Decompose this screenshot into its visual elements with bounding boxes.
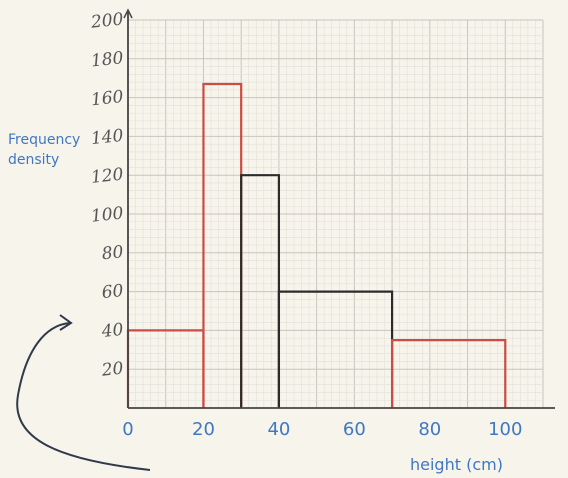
y-axis-title: Frequency density [8, 132, 81, 168]
x-tick-label: 0 [122, 419, 133, 440]
arrowhead-icon [59, 314, 73, 331]
y-tick-label: 40 [100, 320, 125, 342]
y-tick-label: 120 [90, 165, 125, 188]
x-tick-labels: 0 20 40 60 80 100 [122, 419, 522, 440]
y-tick-label: 140 [90, 126, 125, 149]
histogram-bar-5 [390, 339, 507, 408]
axes [123, 8, 555, 409]
y-tick-label: 180 [90, 48, 125, 71]
y-tick-label: 60 [101, 281, 125, 303]
grid [127, 19, 544, 409]
y-tick-label: 100 [90, 203, 125, 226]
histogram-bar-4 [277, 290, 394, 408]
x-tick-label: 40 [267, 419, 290, 440]
x-tick-label: 20 [192, 419, 215, 440]
y-tick-label: 20 [100, 359, 125, 381]
x-tick-label: 60 [343, 419, 366, 440]
y-tick-label: 160 [90, 87, 125, 110]
y-tick-label: 200 [89, 9, 125, 32]
y-axis-arrow-icon [123, 8, 133, 19]
y-tick-label: 80 [101, 242, 125, 264]
annotation-arrow [16, 322, 151, 471]
y-tick-labels: 20 40 60 80 100 120 140 160 180 200 [89, 9, 125, 380]
x-tick-label: 80 [418, 419, 441, 440]
histogram-bar-2 [202, 82, 243, 408]
x-axis-title: height (cm) [410, 455, 503, 474]
x-tick-label: 100 [488, 419, 522, 440]
